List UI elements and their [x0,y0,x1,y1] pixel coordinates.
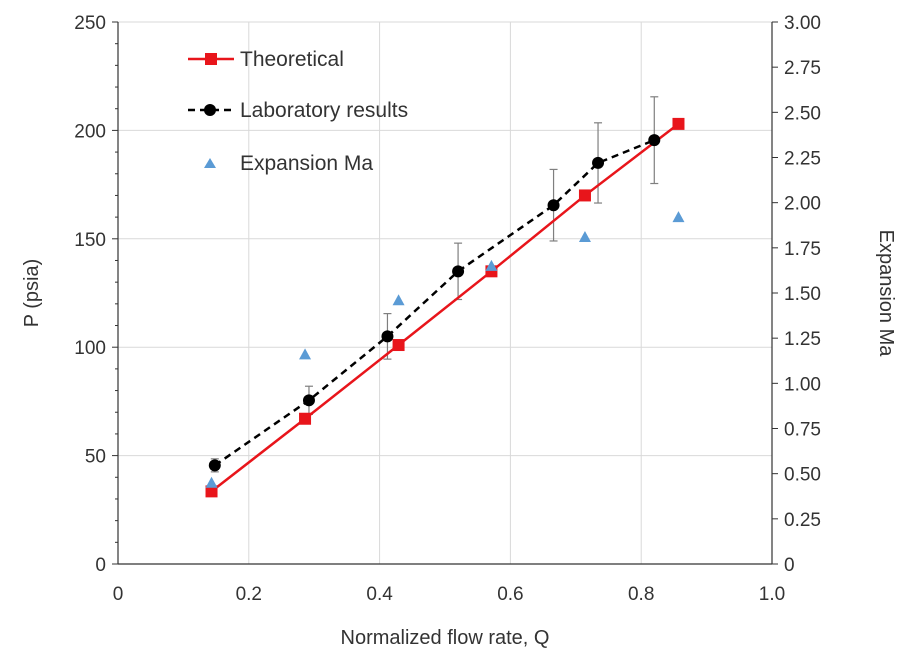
y2-axis-title: Expansion Ma [875,230,897,358]
legend-swatch-marker [205,53,217,65]
legend-item-laboratory: Laboratory results [188,99,408,122]
x-tick-label: 0.2 [236,584,262,605]
legend-item-theoretical: Theoretical [188,48,344,71]
data-point-expansion-ma [205,476,218,488]
y-tick-label: 100 [74,338,106,359]
y2-tick-label: 1.25 [784,329,821,350]
x-tick-label: 0.6 [497,584,523,605]
y-tick-label: 150 [74,230,106,251]
data-point-theoretical [392,339,405,352]
tick-labels: 0 0.2 0.4 0.6 0.8 1.005010015020025000.250.50… [74,13,821,605]
data-point-theoretical [578,189,591,202]
y-tick-label: 200 [74,121,106,142]
legend-item-expansion: Expansion Ma [204,152,373,175]
data-point-laboratory [302,394,315,407]
data-point-laboratory [547,199,560,212]
y-tick-label: 50 [85,447,106,468]
legend-swatch-marker [204,104,216,116]
y2-tick-label: 1.75 [784,239,821,260]
y2-tick-label: 2.50 [784,103,821,124]
y-tick-label: 0 [95,555,106,576]
data-point-expansion-ma [485,259,498,271]
data-point-laboratory [452,265,465,278]
x-tick-label: 0.8 [628,584,654,605]
legend-label-laboratory: Laboratory results [240,99,408,122]
data-point-expansion-ma [299,348,312,360]
axes [112,21,778,565]
y2-tick-label: 0 [784,555,795,576]
data-point-laboratory [592,156,605,169]
y2-tick-label: 1.50 [784,284,821,305]
data-point-expansion-ma [672,211,685,223]
y2-tick-label: 0.75 [784,420,821,441]
data-point-theoretical [672,117,685,130]
y-axis-title: P (psia) [21,259,43,328]
grid [118,21,773,564]
data-point-theoretical [299,412,312,425]
legend: Theoretical Laboratory results Expansion… [188,48,408,175]
y2-tick-label: 2.25 [784,149,821,170]
y2-tick-label: 0.25 [784,510,821,531]
x-axis-title: Normalized flow rate, Q [341,627,550,649]
y2-tick-label: 2.00 [784,194,821,215]
y-tick-label: 250 [74,13,106,34]
x-tick-label: 0 [113,584,124,605]
legend-swatch-marker [204,158,216,168]
data-point-laboratory [648,134,661,147]
series-line-1 [214,138,655,467]
legend-label-theoretical: Theoretical [240,48,344,71]
y2-tick-label: 1.00 [784,374,821,395]
data-point-expansion-ma [392,294,405,306]
y2-tick-label: 2.75 [784,58,821,79]
x-tick-label: 0.4 [366,584,393,605]
series-line-0 [210,122,680,493]
y2-tick-label: 0.50 [784,465,821,486]
x-tick-label: 1.0 [759,584,785,605]
data-point-expansion-ma [578,230,591,242]
data-point-laboratory [208,459,221,472]
data-point-laboratory [381,330,394,343]
y2-tick-label: 3.00 [784,13,821,34]
data-point-theoretical [205,485,218,498]
legend-label-expansion: Expansion Ma [240,152,373,175]
data-markers [205,117,685,498]
series-lines [210,122,680,493]
